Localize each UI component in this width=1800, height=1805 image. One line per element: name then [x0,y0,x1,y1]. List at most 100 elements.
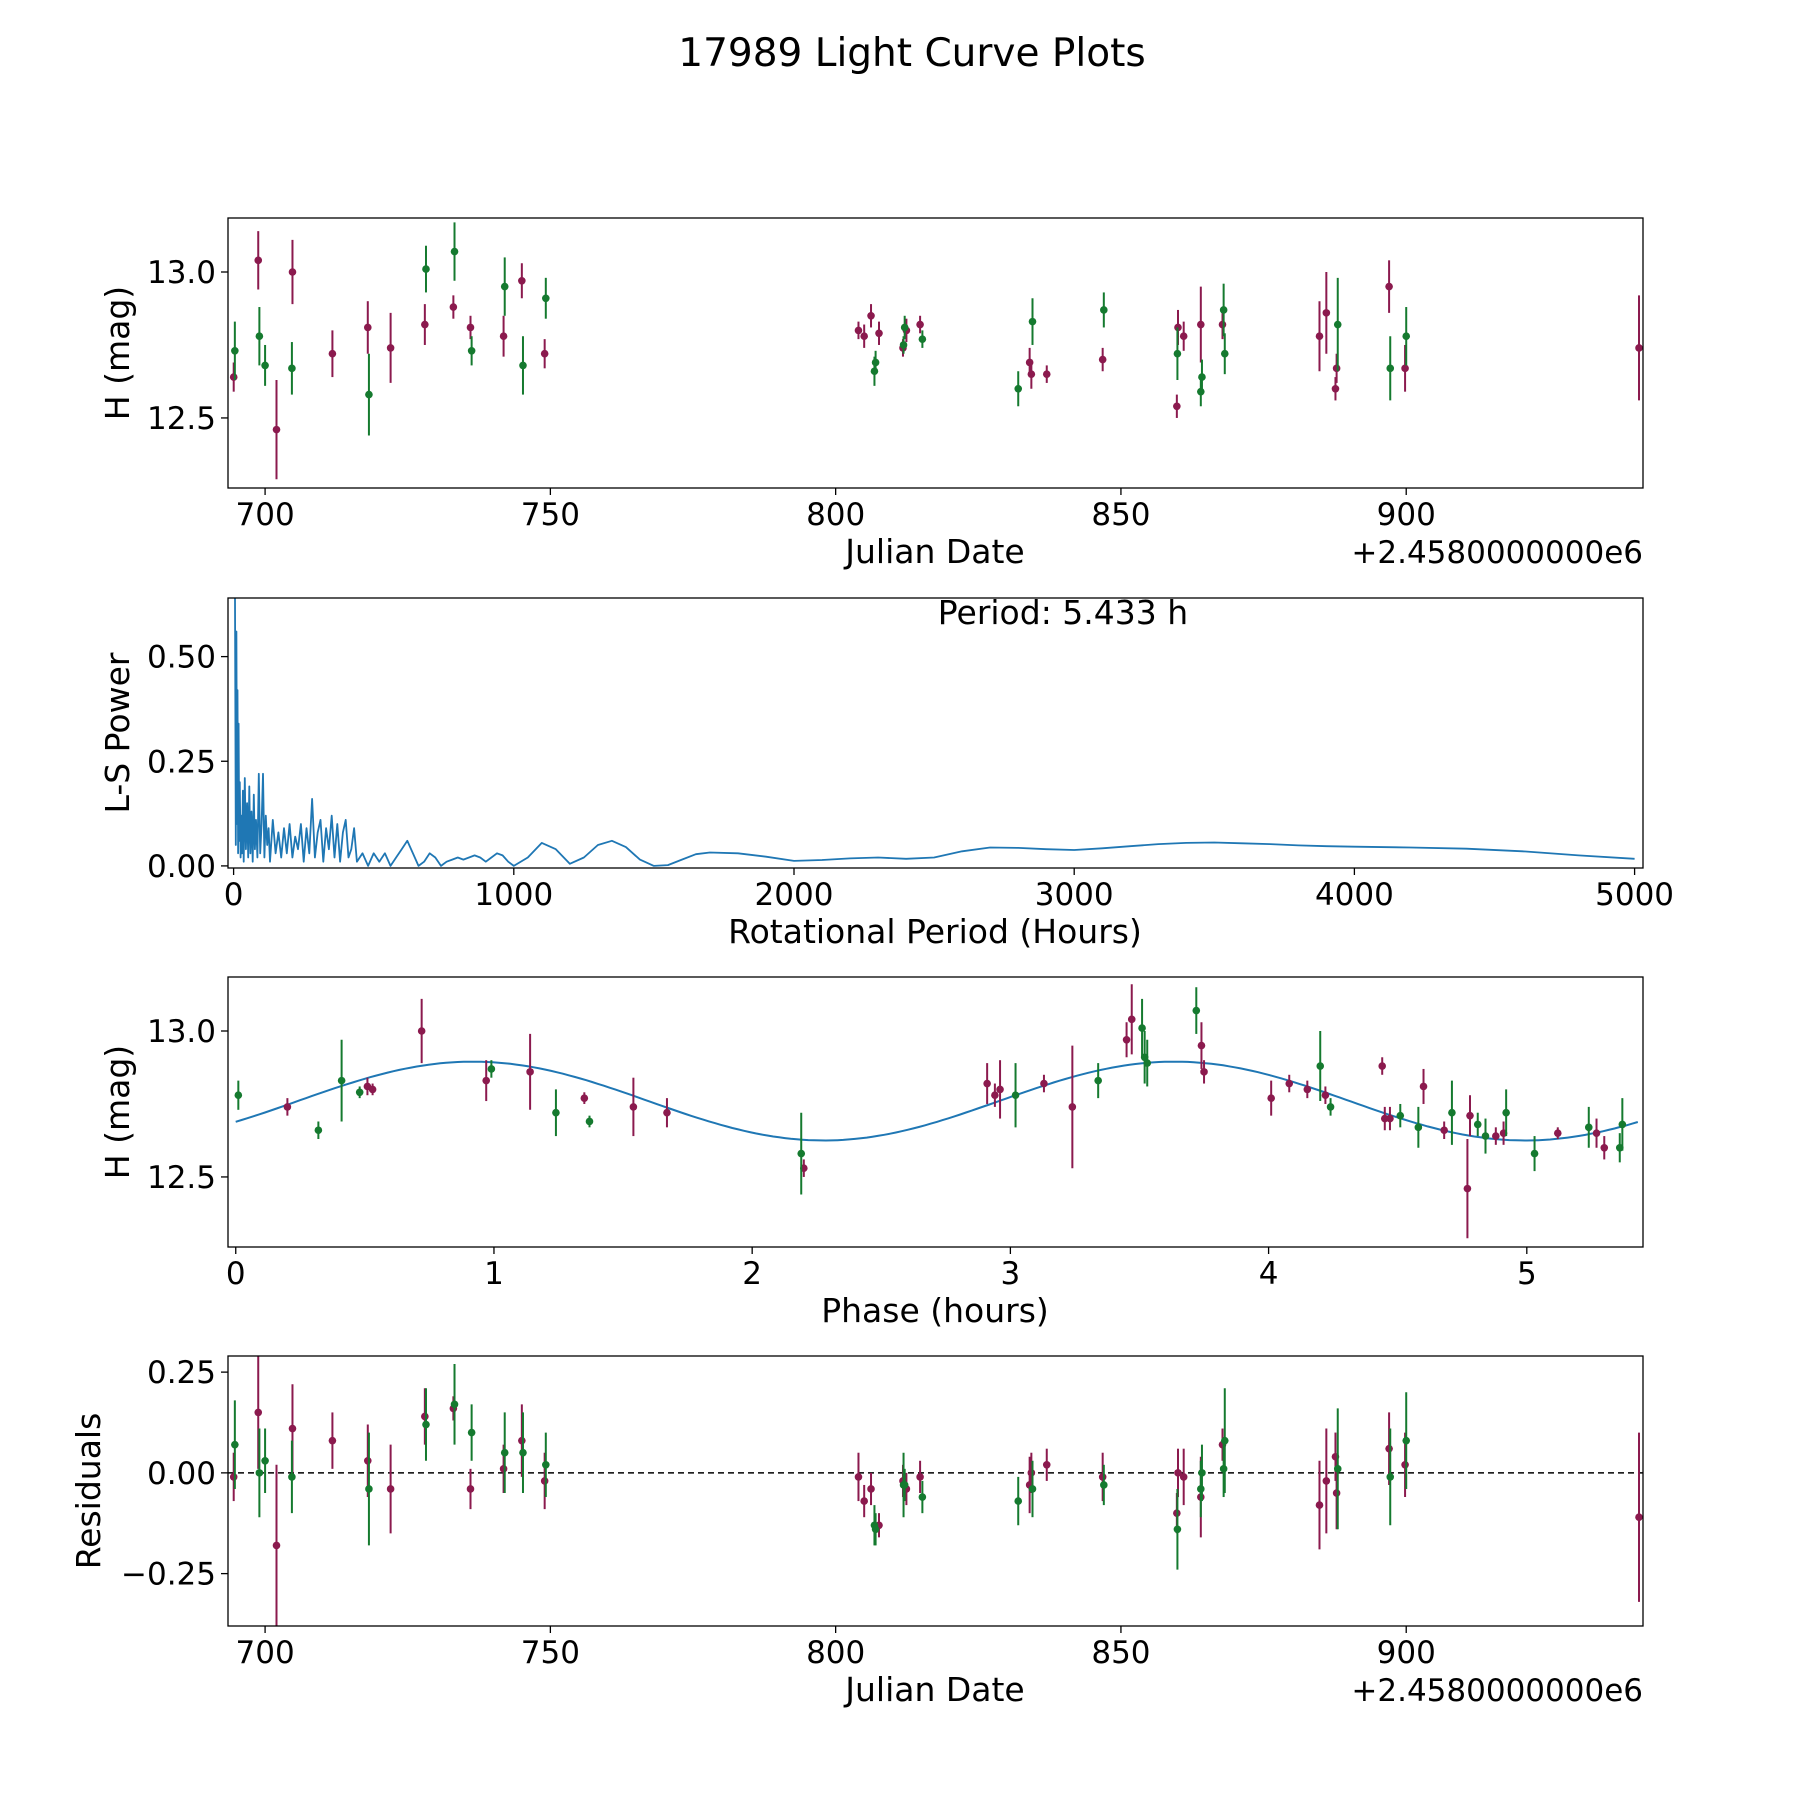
data-point-red [254,1408,263,1417]
data-point-red [1042,1461,1051,1469]
data-point-green [1481,1132,1490,1140]
data-point-green [797,1149,806,1158]
data-point-green [1100,1481,1108,1489]
data-point-green [500,1448,509,1457]
data-point-red [663,1108,671,1117]
residuals-ylabel: Residuals [69,1413,108,1570]
data-point-green [337,1076,346,1085]
data-point-red [1127,1015,1136,1024]
data-point-red [363,1456,372,1465]
data-point-green [261,1456,269,1465]
data-point-red [1197,1041,1206,1050]
data-point-red [1174,1469,1182,1477]
data-point-green [314,1126,323,1135]
data-point-green [585,1117,594,1126]
data-point-green [1618,1120,1627,1129]
data-point-green [355,1088,364,1097]
phase-axes: 0 1 2 3 4 5 12.5 13.0 [147,1014,1537,1292]
data-point-red [1197,320,1205,329]
data-point-red [368,1085,377,1094]
data-point-green [450,247,459,256]
data-point-red [1635,1513,1643,1521]
data-point-red [540,349,549,358]
data-point-green [231,347,239,355]
data-point-red [1179,332,1188,341]
data-point-red [1173,402,1181,411]
data-point-red [417,1027,426,1035]
data-point-green [1333,320,1342,329]
phase-ytick-label: 12.5 [147,1160,216,1196]
data-point-green [542,294,550,303]
residuals-marks [228,1356,1643,1626]
data-point-green [1173,1525,1182,1534]
data-point-green [1414,1123,1423,1132]
data-point-red [1321,1091,1330,1100]
data-point-green [1219,1465,1228,1473]
data-point-green [1014,1497,1023,1505]
data-point-red [229,373,238,381]
data-point-red [449,303,458,311]
phase-xtick-label: 1 [484,1256,504,1292]
data-point-green [422,265,430,273]
data-point-green [487,1065,496,1073]
figure-title: 17989 Light Curve Plots [678,31,1145,76]
data-point-red [1068,1103,1077,1111]
data-point-red [499,1465,508,1473]
phase-xtick-label: 0 [226,1256,246,1292]
data-point-red [1331,384,1340,393]
data-point-red [1592,1129,1601,1137]
data-point-red [1419,1082,1428,1091]
data-point-green [1219,306,1228,314]
data-point-red [875,329,883,338]
data-point-green [467,347,476,355]
data-point-red [1332,1489,1341,1497]
data-point-red [328,1436,337,1445]
phase-ytick-label: 13.0 [147,1014,216,1050]
light-curve-marks [229,222,1643,480]
data-point-green [552,1108,560,1117]
resid-xtick-label: 700 [236,1635,295,1671]
lc-xtick-label: 900 [1377,497,1436,533]
data-point-green [1402,1436,1411,1445]
panel-light-curve: 700 750 800 850 900 12.5 13.0 Julian Date H (m… [98,217,1644,571]
resid-ytick-label: −0.25 [121,1557,216,1593]
data-point-red [1635,344,1643,352]
phase-ylabel: H (mag) [98,1045,137,1179]
data-point-green [467,1428,476,1437]
data-point-green [1386,1473,1395,1481]
data-point-red [1322,309,1331,317]
residuals-axes: 700 750 800 850 900 −0.25 0.00 0.25 [121,1355,1436,1671]
periodogram-marks [234,598,1635,867]
data-point-green [1333,1465,1342,1473]
data-point-red [1267,1094,1275,1102]
data-point-green [871,358,880,367]
data-point-red [386,1485,395,1493]
data-point-green [1028,1485,1037,1493]
data-point-green [1386,364,1395,373]
data-point-red [580,1094,589,1102]
data-point-green [1530,1149,1539,1158]
data-point-green [1584,1123,1593,1132]
residuals-offset-text: +2.4580000000e6 [1351,1673,1643,1709]
ls-xtick-label: 2000 [755,877,834,913]
data-point-green [1396,1111,1405,1120]
data-point-red [1303,1085,1312,1094]
lc-plot-area [229,222,1643,480]
data-point-green [918,1493,927,1501]
lc-xtick-label: 800 [806,497,865,533]
data-point-red [1553,1129,1562,1137]
data-point-red [860,332,868,341]
data-point-green [519,361,527,370]
data-point-red [499,332,508,341]
panel-residuals: 700 750 800 850 900 −0.25 0.00 0.25 Julian Date… [69,1355,1644,1709]
light-curve-frame [227,217,1644,489]
data-point-red [1386,1114,1394,1123]
period-annotation: Period: 5.433 h [938,593,1188,632]
light-curve-axes: 700 750 800 850 900 12.5 13.0 [147,255,1436,533]
data-point-red [363,323,372,332]
data-point-green [918,335,927,343]
data-point-red [229,1473,238,1481]
resid-ytick-label: 0.25 [147,1355,216,1391]
